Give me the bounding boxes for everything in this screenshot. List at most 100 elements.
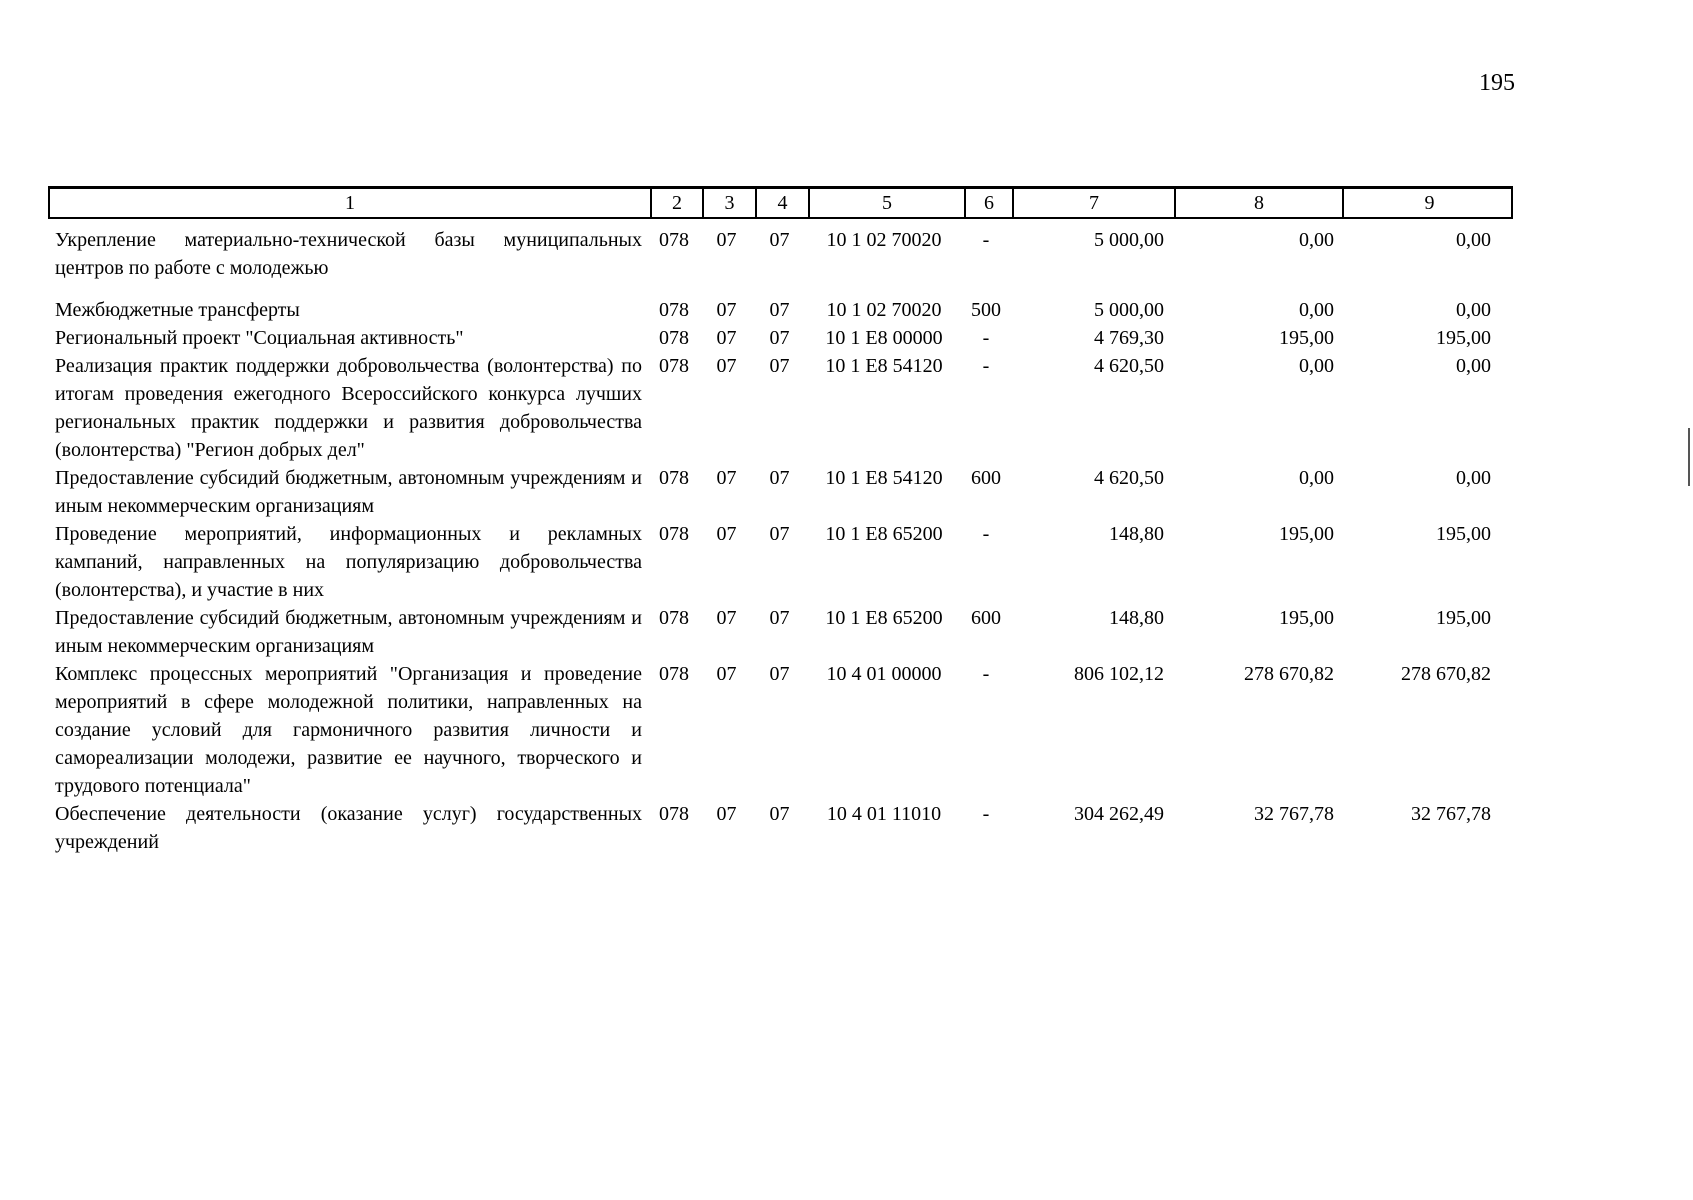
row-amount-1-cell: 304 262,49 <box>1074 803 1164 825</box>
table-body: Укрепление материально-технической базы … <box>48 219 1513 856</box>
header-col-2: 2 <box>650 189 702 217</box>
row-section-cell: 07 <box>716 803 737 825</box>
row-amount-2-cell: 195,00 <box>1279 607 1334 629</box>
row-grbs-cell: 078 <box>659 229 689 251</box>
row-expense-type-cell: - <box>982 663 990 685</box>
row-amount-1-cell: 4 620,50 <box>1094 467 1164 489</box>
scan-artifact-line <box>1688 428 1690 486</box>
row-grbs-cell: 078 <box>659 355 689 377</box>
table-header-row: 1 2 3 4 5 6 7 8 9 <box>48 186 1513 219</box>
row-expense-type-cell: - <box>982 327 990 349</box>
row-amount-3-cell: 0,00 <box>1456 355 1491 377</box>
row-amount-2-cell: 0,00 <box>1299 229 1334 251</box>
row-subsection-cell: 07 <box>769 327 790 349</box>
row-target-code-cell: 10 1 02 70020 <box>826 299 942 321</box>
row-section-cell: 07 <box>716 523 737 545</box>
row-section-cell: 07 <box>716 663 737 685</box>
row-name-cell: Комплекс процессных мероприятий "Организ… <box>55 663 642 797</box>
row-subsection-cell: 07 <box>769 607 790 629</box>
row-amount-3-cell: 32 767,78 <box>1411 803 1491 825</box>
row-amount-3-cell: 195,00 <box>1436 523 1491 545</box>
row-name-cell: Реализация практик поддержки добровольче… <box>55 355 642 461</box>
table-row: Укрепление материально-технической базы … <box>48 226 1513 282</box>
row-amount-2-cell: 195,00 <box>1279 327 1334 349</box>
row-grbs-cell: 078 <box>659 523 689 545</box>
row-grbs-cell: 078 <box>659 803 689 825</box>
table-row: Межбюджетные трансферты 078 07 07 10 1 0… <box>48 296 1513 324</box>
row-grbs-cell: 078 <box>659 327 689 349</box>
row-target-code-cell: 10 4 01 00000 <box>826 663 942 685</box>
header-col-6: 6 <box>964 189 1012 217</box>
row-grbs-cell: 078 <box>659 663 689 685</box>
row-section-cell: 07 <box>716 607 737 629</box>
table-row: Предоставление субсидий бюджетным, автон… <box>48 464 1513 520</box>
row-amount-2-cell: 195,00 <box>1279 523 1334 545</box>
row-amount-2-cell: 0,00 <box>1299 467 1334 489</box>
row-name-cell: Межбюджетные трансферты <box>55 299 300 321</box>
row-name-cell: Проведение мероприятий, информационных и… <box>55 523 642 601</box>
row-amount-2-cell: 0,00 <box>1299 355 1334 377</box>
row-section-cell: 07 <box>716 355 737 377</box>
table-row: Обеспечение деятельности (оказание услуг… <box>48 800 1513 856</box>
page-number: 195 <box>1479 70 1515 96</box>
row-amount-2-cell: 32 767,78 <box>1254 803 1334 825</box>
row-expense-type-cell: 600 <box>971 467 1001 489</box>
row-amount-1-cell: 806 102,12 <box>1074 663 1164 685</box>
row-subsection-cell: 07 <box>769 229 790 251</box>
header-col-5: 5 <box>808 189 964 217</box>
row-amount-3-cell: 0,00 <box>1456 299 1491 321</box>
row-expense-type-cell: - <box>982 229 990 251</box>
row-target-code-cell: 10 1 Е8 54120 <box>825 467 943 489</box>
row-section-cell: 07 <box>716 229 737 251</box>
row-amount-3-cell: 195,00 <box>1436 327 1491 349</box>
row-subsection-cell: 07 <box>769 523 790 545</box>
table-row: Проведение мероприятий, информационных и… <box>48 520 1513 604</box>
row-target-code-cell: 10 4 01 11010 <box>826 803 942 825</box>
row-name-cell: Региональный проект "Социальная активнос… <box>55 327 464 349</box>
row-amount-1-cell: 148,80 <box>1109 523 1164 545</box>
budget-table: 1 2 3 4 5 6 7 8 9 Укрепление материально… <box>48 186 1513 856</box>
table-row: Комплекс процессных мероприятий "Организ… <box>48 660 1513 800</box>
table-row: Реализация практик поддержки добровольче… <box>48 352 1513 464</box>
row-subsection-cell: 07 <box>769 355 790 377</box>
row-subsection-cell: 07 <box>769 663 790 685</box>
row-expense-type-cell: 500 <box>971 299 1001 321</box>
row-amount-1-cell: 4 620,50 <box>1094 355 1164 377</box>
header-col-7: 7 <box>1012 189 1174 217</box>
row-target-code-cell: 10 1 Е8 65200 <box>825 607 943 629</box>
header-col-1: 1 <box>345 192 355 214</box>
row-target-code-cell: 10 1 Е8 00000 <box>825 327 943 349</box>
row-name-cell: Предоставление субсидий бюджетным, автон… <box>55 607 642 657</box>
row-name-cell: Предоставление субсидий бюджетным, автон… <box>55 467 642 517</box>
row-amount-1-cell: 5 000,00 <box>1094 299 1164 321</box>
row-subsection-cell: 07 <box>769 803 790 825</box>
row-grbs-cell: 078 <box>659 467 689 489</box>
header-col-9: 9 <box>1342 189 1515 217</box>
row-subsection-cell: 07 <box>769 467 790 489</box>
row-amount-1-cell: 5 000,00 <box>1094 229 1164 251</box>
row-subsection-cell: 07 <box>769 299 790 321</box>
row-amount-3-cell: 0,00 <box>1456 229 1491 251</box>
row-amount-1-cell: 4 769,30 <box>1094 327 1164 349</box>
row-section-cell: 07 <box>716 467 737 489</box>
row-amount-3-cell: 195,00 <box>1436 607 1491 629</box>
row-target-code-cell: 10 1 Е8 54120 <box>825 355 943 377</box>
row-expense-type-cell: - <box>982 355 990 377</box>
row-amount-2-cell: 0,00 <box>1299 299 1334 321</box>
row-name-cell: Обеспечение деятельности (оказание услуг… <box>55 803 642 853</box>
header-col-3: 3 <box>702 189 755 217</box>
row-target-code-cell: 10 1 02 70020 <box>826 229 942 251</box>
row-name-cell: Укрепление материально-технической базы … <box>55 229 642 279</box>
row-amount-3-cell: 278 670,82 <box>1401 663 1491 685</box>
header-col-4: 4 <box>755 189 808 217</box>
row-grbs-cell: 078 <box>659 299 689 321</box>
row-section-cell: 07 <box>716 299 737 321</box>
row-target-code-cell: 10 1 Е8 65200 <box>825 523 943 545</box>
row-amount-3-cell: 0,00 <box>1456 467 1491 489</box>
row-expense-type-cell: - <box>982 803 990 825</box>
header-col-8: 8 <box>1174 189 1342 217</box>
table-row: Предоставление субсидий бюджетным, автон… <box>48 604 1513 660</box>
row-section-cell: 07 <box>716 327 737 349</box>
row-expense-type-cell: 600 <box>971 607 1001 629</box>
row-grbs-cell: 078 <box>659 607 689 629</box>
